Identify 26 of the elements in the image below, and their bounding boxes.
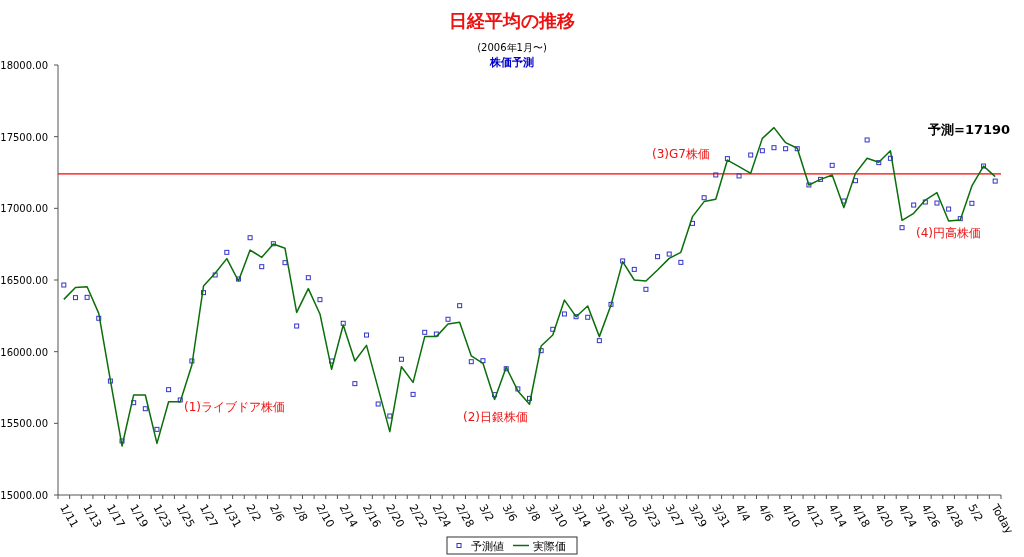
legend-label: 予測値 [471, 539, 504, 552]
annotation: (2)日銀株価 [463, 410, 528, 424]
annotation: 株価予測 [489, 56, 534, 69]
annotation: (3)G7株価 [652, 147, 710, 161]
x-tick-label: 3/2 [476, 502, 497, 524]
y-tick-label: 17000.00 [0, 203, 48, 215]
annotation: 予測=17190 [927, 122, 1011, 137]
x-tick-label: 2/2 [243, 502, 264, 524]
annotation: (1)ライブドア株価 [184, 400, 285, 414]
x-tick-label: 4/6 [755, 502, 776, 524]
annotation: (4)円高株価 [916, 226, 981, 240]
chart-subtitle: (2006年1月〜) [477, 42, 547, 53]
x-tick-label: 5/2 [965, 502, 986, 524]
y-tick-label: 15500.00 [0, 418, 48, 430]
y-tick-label: 18000.00 [0, 60, 48, 71]
x-tick-label: 3/8 [522, 502, 544, 524]
x-tick-label: 2/6 [266, 502, 287, 524]
y-tick-label: 17500.00 [0, 131, 48, 143]
y-tick-label: 16500.00 [0, 275, 48, 286]
x-tick-label: 3/6 [499, 502, 520, 524]
legend-label: 実際価 [533, 539, 566, 552]
chart-title: 日経平均の推移 [449, 10, 575, 31]
x-tick-label: 2/8 [290, 502, 311, 524]
x-tick-label: 4/4 [732, 502, 753, 524]
y-tick-label: 15000.00 [0, 490, 48, 501]
y-tick-label: 16000.00 [0, 346, 48, 358]
